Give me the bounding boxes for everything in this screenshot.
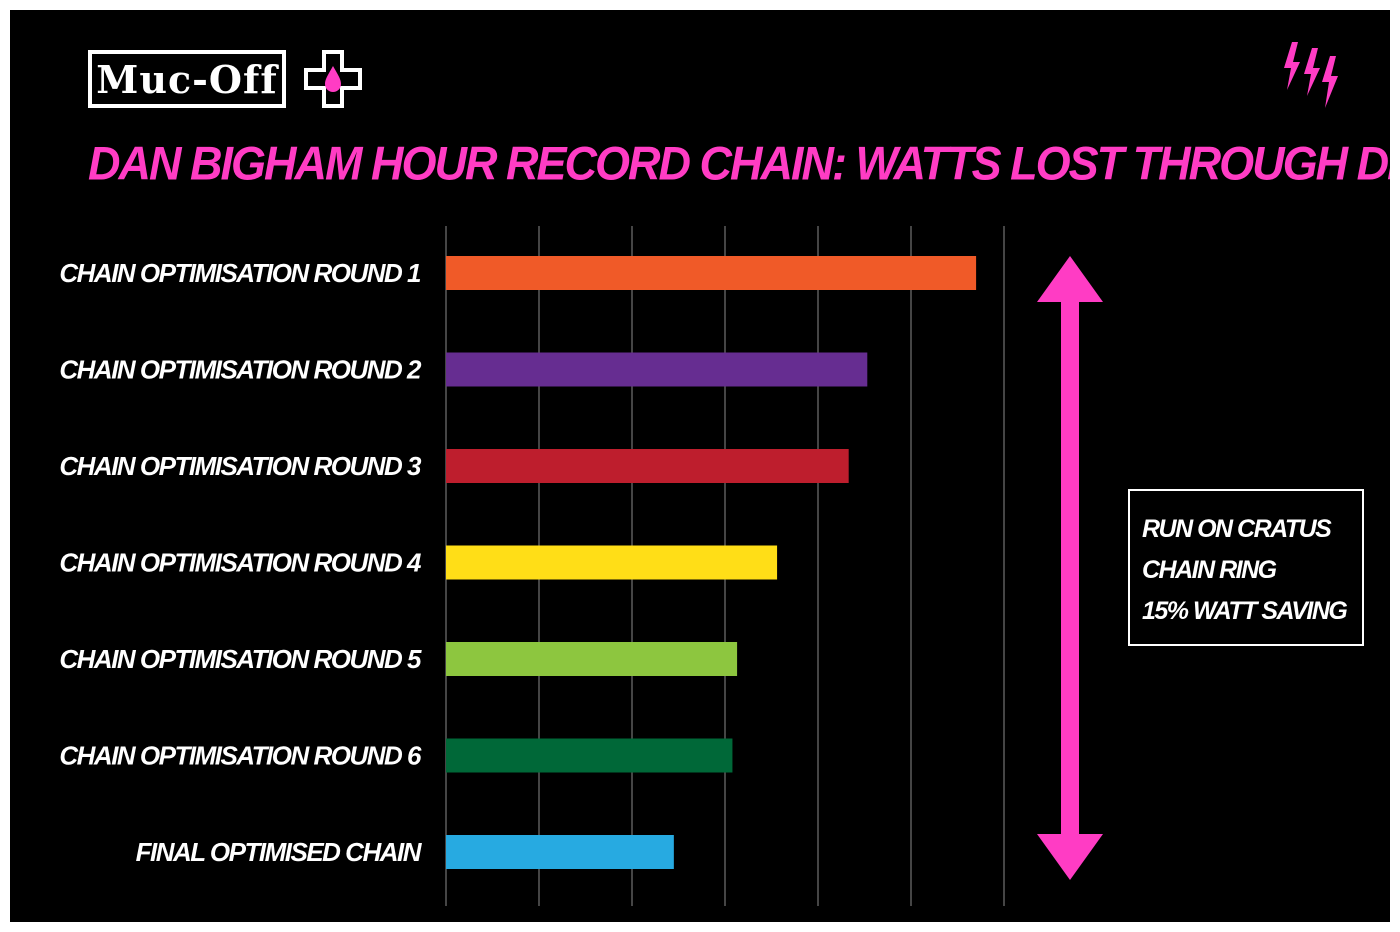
bar [446, 545, 778, 580]
bar [446, 352, 868, 387]
drop-cross-icon [304, 50, 362, 108]
bar [446, 449, 849, 483]
chart-title: DAN BIGHAM HOUR RECORD CHAIN: WATTS LOST… [88, 136, 1390, 191]
category-label: CHAIN OPTIMISATION ROUND 5 [59, 644, 422, 674]
bar [446, 256, 977, 290]
bar [446, 835, 674, 869]
bar [446, 642, 738, 676]
category-label: CHAIN OPTIMISATION ROUND 4 [59, 548, 422, 578]
bar [446, 738, 733, 773]
category-label: CHAIN OPTIMISATION ROUND 6 [59, 741, 422, 771]
annotation-box: RUN ON CRATUS CHAIN RING 15% WATT SAVING [1128, 489, 1364, 646]
annotation-line: RUN ON CRATUS [1142, 515, 1332, 543]
brand-logo: Muc-Off [88, 50, 286, 108]
category-label: FINAL OPTIMISED CHAIN [136, 837, 423, 867]
annotation-line: CHAIN RING [1142, 556, 1277, 584]
category-label: CHAIN OPTIMISATION ROUND 1 [59, 258, 421, 288]
annotation-line: 15% WATT SAVING [1142, 597, 1348, 625]
category-label: CHAIN OPTIMISATION ROUND 3 [59, 451, 422, 481]
lightning-bolts-icon [1284, 42, 1338, 108]
chart-frame: Muc-Off DAN BIGHAM HOUR RECORD CHAIN: WA… [10, 10, 1390, 922]
bar-chart: CHAIN OPTIMISATION ROUND 1 CHAIN OPTIMISA… [59, 226, 1103, 906]
double-arrow-icon [1037, 256, 1103, 880]
category-label: CHAIN OPTIMISATION ROUND 2 [59, 355, 422, 385]
